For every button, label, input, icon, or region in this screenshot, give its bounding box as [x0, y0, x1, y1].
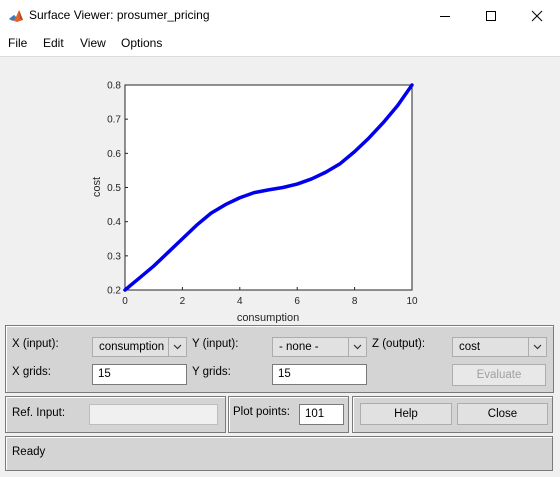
x-tick-label: 6: [294, 296, 300, 307]
y-axis-label: cost: [91, 177, 103, 197]
y-grids-input[interactable]: 15: [272, 364, 367, 385]
z-output-select[interactable]: cost: [452, 337, 547, 357]
maximize-icon: [486, 10, 496, 21]
y-grids-label: Y grids:: [192, 366, 231, 378]
maximize-button[interactable]: [468, 0, 514, 31]
plot-axes-box: [124, 84, 413, 291]
x-input-value: consumption: [99, 341, 165, 353]
menu-options[interactable]: Options: [121, 36, 163, 50]
plot-points-panel: Plot points: 101: [228, 396, 349, 433]
minimize-button[interactable]: [422, 0, 468, 31]
ref-input-field[interactable]: [89, 404, 218, 425]
menu-view[interactable]: View: [80, 36, 106, 50]
title-bar: Surface Viewer: prosumer_pricing: [0, 0, 560, 31]
chevron-down-icon: [168, 338, 186, 356]
plot-points-input[interactable]: 101: [299, 404, 344, 425]
variable-selection-panel: X (input): consumption Y (input): - none…: [5, 325, 554, 393]
y-tick-label: 0.5: [107, 183, 121, 194]
matlab-logo-icon: [8, 8, 24, 24]
evaluate-button[interactable]: Evaluate: [452, 364, 546, 386]
y-input-label: Y (input):: [192, 338, 239, 350]
y-tick-label: 0.3: [107, 251, 121, 262]
plot-points-label: Plot points:: [233, 406, 290, 418]
x-grids-label: X grids:: [12, 366, 51, 378]
chevron-down-icon: [348, 338, 366, 356]
status-panel: Ready: [5, 436, 553, 471]
x-tick-label: 2: [180, 296, 186, 307]
y-tick-label: 0.4: [107, 217, 121, 228]
menu-bar: File Edit View Options: [0, 31, 560, 57]
z-output-value: cost: [459, 341, 481, 353]
x-tick-label: 8: [352, 296, 358, 307]
close-button[interactable]: Close: [457, 403, 548, 425]
y-input-value: - none -: [279, 341, 319, 353]
help-button[interactable]: Help: [360, 403, 452, 425]
y-tick-label: 0.7: [107, 115, 121, 126]
x-tick-label: 0: [122, 296, 128, 307]
y-tick-label: 0.8: [107, 81, 121, 92]
x-axis-label: consumption: [237, 312, 299, 323]
x-tick-label: 10: [406, 296, 418, 307]
ref-input-panel: Ref. Input:: [5, 396, 226, 433]
y-tick-label: 0.6: [107, 149, 121, 160]
y-input-select[interactable]: - none -: [272, 337, 367, 357]
minimize-icon: [440, 15, 450, 17]
menu-file[interactable]: File: [8, 36, 28, 50]
window-title: Surface Viewer: prosumer_pricing: [29, 8, 210, 22]
x-tick-label: 4: [237, 296, 243, 307]
menu-edit[interactable]: Edit: [43, 36, 64, 50]
ref-input-label: Ref. Input:: [12, 407, 66, 419]
x-input-label: X (input):: [12, 338, 59, 350]
x-input-select[interactable]: consumption: [92, 337, 187, 357]
x-grids-input[interactable]: 15: [92, 364, 187, 385]
y-tick-label: 0.2: [107, 286, 121, 297]
surface-plot[interactable]: 0 2 4 6 8 10 0.2 0.3 0.4 0.5 0.6 0.7 0.8 consumptio…: [0, 57, 560, 325]
action-buttons-panel: Help Close: [352, 396, 553, 433]
plot-area: 0 2 4 6 8 10 0.2 0.3 0.4 0.5 0.6 0.7 0.8 consumptio…: [0, 57, 560, 325]
series-line: [123, 83, 414, 292]
close-window-button[interactable]: [514, 0, 560, 31]
chevron-down-icon: [528, 338, 546, 356]
z-output-label: Z (output):: [372, 338, 426, 350]
close-icon: [531, 10, 543, 21]
status-text: Ready: [12, 446, 46, 458]
